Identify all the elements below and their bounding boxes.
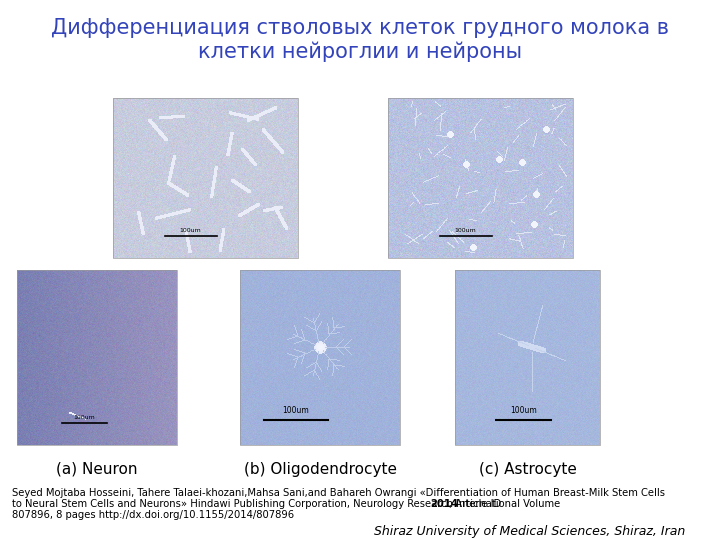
Bar bbox=[17, 270, 177, 445]
Text: 100um: 100um bbox=[455, 228, 477, 233]
Bar bbox=[388, 98, 573, 258]
Text: Seyed Mojtaba Hosseini, Tahere Talaei-khozani,Mahsa Sani,and Bahareh Owrangi «Di: Seyed Mojtaba Hosseini, Tahere Talaei-kh… bbox=[12, 488, 665, 498]
Text: to Neural Stem Cells and Neurons» Hindawi Publishing Corporation, Neurology Rese: to Neural Stem Cells and Neurons» Hindaw… bbox=[12, 499, 563, 509]
Text: (b) Oligodendrocyte: (b) Oligodendrocyte bbox=[243, 462, 397, 477]
Bar bbox=[455, 270, 600, 445]
Text: 807896, 8 pages http://dx.doi.org/10.1155/2014/807896: 807896, 8 pages http://dx.doi.org/10.115… bbox=[12, 510, 294, 520]
Text: 100um: 100um bbox=[510, 406, 536, 415]
Bar bbox=[240, 270, 400, 445]
Text: Shiraz University of Medical Sciences, Shiraz, Iran: Shiraz University of Medical Sciences, S… bbox=[374, 525, 685, 538]
Text: Дифференциация стволовых клеток грудного молока в: Дифференциация стволовых клеток грудного… bbox=[51, 18, 669, 38]
Text: 2014: 2014 bbox=[431, 499, 459, 509]
Text: клетки нейроглии и нейроны: клетки нейроглии и нейроны bbox=[198, 42, 522, 63]
Text: , Article ID: , Article ID bbox=[449, 499, 501, 509]
Text: 100um: 100um bbox=[283, 406, 310, 415]
Text: 100um: 100um bbox=[180, 228, 202, 233]
Bar bbox=[113, 98, 298, 258]
Text: (c) Astrocyte: (c) Astrocyte bbox=[479, 462, 577, 477]
Text: 100um: 100um bbox=[73, 415, 95, 420]
Text: (a) Neuron: (a) Neuron bbox=[56, 462, 138, 477]
